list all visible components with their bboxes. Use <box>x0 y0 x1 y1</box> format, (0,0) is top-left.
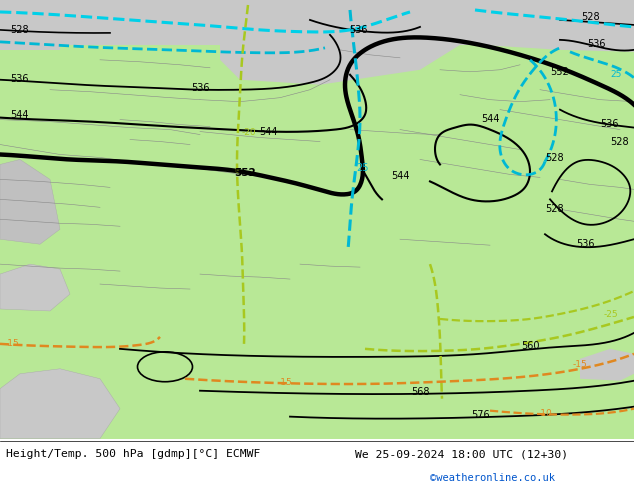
Text: -20: -20 <box>242 127 257 137</box>
Text: 544: 544 <box>10 110 29 120</box>
Text: -15: -15 <box>573 360 587 369</box>
Polygon shape <box>0 0 634 45</box>
Text: 560: 560 <box>521 341 540 351</box>
Text: 536: 536 <box>576 239 594 249</box>
Text: 536: 536 <box>191 83 209 93</box>
Text: 568: 568 <box>411 387 429 397</box>
Polygon shape <box>0 159 60 244</box>
Polygon shape <box>0 264 70 311</box>
Text: 544: 544 <box>259 126 277 137</box>
Text: 25: 25 <box>611 70 622 79</box>
Text: -15: -15 <box>5 339 20 348</box>
Polygon shape <box>220 10 460 85</box>
Text: ©weatheronline.co.uk: ©weatheronline.co.uk <box>430 473 555 483</box>
Text: 544: 544 <box>391 172 410 181</box>
Text: 552: 552 <box>234 169 256 178</box>
Text: 536: 536 <box>586 39 605 49</box>
Polygon shape <box>580 349 634 381</box>
Text: 536: 536 <box>10 74 29 84</box>
Polygon shape <box>0 369 120 439</box>
Text: 528: 528 <box>581 12 599 22</box>
Polygon shape <box>0 0 60 50</box>
Text: 552: 552 <box>550 67 569 77</box>
Text: 528: 528 <box>10 25 29 35</box>
Text: 528: 528 <box>546 204 564 214</box>
Text: 528: 528 <box>611 137 629 147</box>
Polygon shape <box>480 0 634 52</box>
Text: 25: 25 <box>356 164 368 173</box>
Text: -10: -10 <box>538 409 552 417</box>
Text: 536: 536 <box>349 25 367 35</box>
Text: 536: 536 <box>600 119 619 128</box>
Text: -25: -25 <box>604 310 618 319</box>
Text: 576: 576 <box>470 410 489 419</box>
Text: 528: 528 <box>546 153 564 164</box>
Text: Height/Temp. 500 hPa [gdmp][°C] ECMWF: Height/Temp. 500 hPa [gdmp][°C] ECMWF <box>6 449 261 460</box>
Text: 544: 544 <box>481 114 499 123</box>
Text: We 25-09-2024 18:00 UTC (12+30): We 25-09-2024 18:00 UTC (12+30) <box>355 449 568 460</box>
Text: -15: -15 <box>278 378 292 387</box>
